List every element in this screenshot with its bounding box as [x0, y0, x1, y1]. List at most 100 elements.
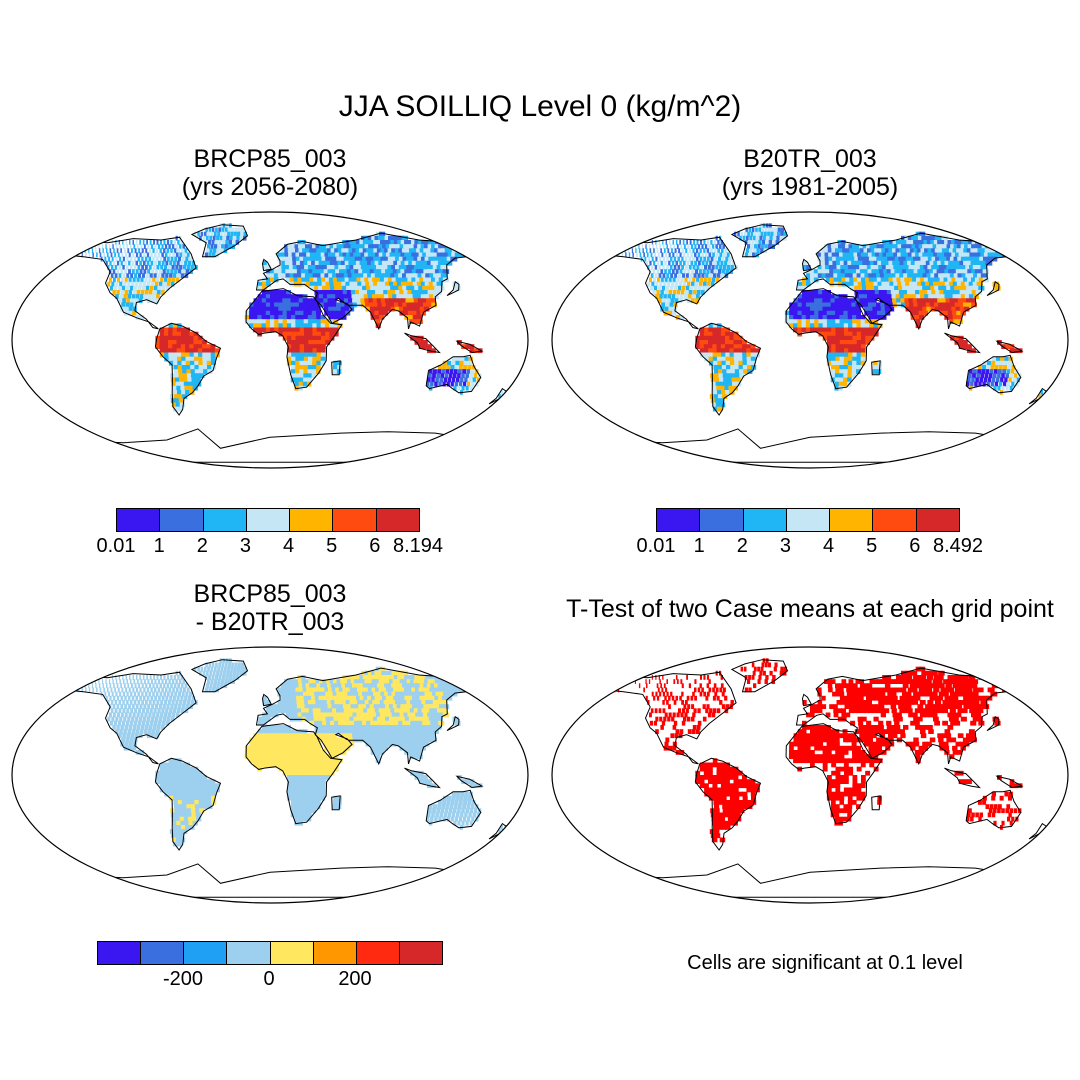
grid-cell [337, 248, 344, 254]
grid-cell [904, 265, 911, 270]
grid-cell [415, 260, 423, 266]
grid-cell [931, 290, 937, 295]
grid-cell [967, 377, 971, 383]
panel-2-title-line1: B20TR_003 [743, 145, 877, 173]
grid-cell [467, 365, 472, 370]
grid-cell [422, 252, 429, 258]
grid-cell [278, 310, 284, 316]
grid-cell [916, 248, 923, 254]
grid-cell [681, 273, 685, 279]
grid-cell [354, 679, 360, 684]
grid-cell [122, 733, 126, 739]
grid-cell [435, 256, 443, 262]
grid-cell [417, 319, 423, 324]
grid-cell [368, 712, 374, 718]
grid-cell [380, 248, 387, 254]
grid-cell [307, 265, 313, 270]
grid-cell [914, 273, 921, 279]
grid-cell [797, 310, 803, 316]
grid-cell [229, 235, 233, 241]
grid-cell [951, 290, 958, 295]
grid-cell [440, 273, 448, 279]
grid-cell [356, 277, 362, 283]
grid-cell [274, 733, 279, 739]
grid-cell [349, 687, 356, 693]
grid-cell [669, 240, 671, 245]
grid-cell [122, 256, 125, 262]
grid-cell [223, 666, 227, 672]
grid-cell [359, 273, 365, 279]
grid-cell [116, 277, 120, 283]
grid-cell [386, 273, 393, 279]
grid-cell [872, 369, 878, 374]
grid-cell [416, 716, 423, 722]
grid-cell [168, 770, 173, 776]
grid-cell [365, 741, 371, 747]
grid-cell [163, 256, 167, 262]
grid-cell [731, 260, 735, 266]
grid-cell [369, 691, 376, 697]
grid-cell [434, 269, 442, 274]
grid-cell [469, 344, 475, 349]
grid-cell [695, 335, 701, 341]
grid-cell [120, 695, 123, 701]
grid-cell [379, 315, 385, 320]
grid-cell [620, 244, 622, 249]
grid-cell [1003, 360, 1008, 366]
grid-cell [353, 687, 359, 693]
grid-cell [945, 273, 952, 279]
grid-cell [165, 273, 169, 279]
grid-cell [478, 783, 483, 789]
grid-cell [877, 260, 883, 266]
grid-cell [219, 235, 223, 241]
grid-cell [214, 244, 218, 249]
grid-cell [170, 373, 176, 379]
grid-cell [155, 779, 161, 784]
grid-cell [677, 265, 681, 270]
grid-cell [831, 323, 836, 329]
grid-cell [981, 240, 990, 245]
grid-cell [305, 277, 311, 283]
grid-cell [288, 260, 294, 266]
grid-cell [683, 244, 686, 249]
grid-cell [421, 273, 428, 279]
grid-cell [943, 306, 949, 312]
grid-cell [443, 377, 448, 383]
grid-cell [428, 729, 435, 734]
grid-cell [826, 327, 832, 333]
grid-cell [340, 679, 346, 684]
grid-cell [414, 335, 420, 341]
grid-cell [405, 298, 412, 304]
grid-cell [378, 741, 384, 747]
grid-cell [310, 720, 316, 726]
grid-cell [318, 695, 324, 701]
grid-cell [172, 770, 178, 776]
grid-cell [727, 381, 734, 387]
grid-cell [114, 273, 118, 279]
grid-cell [407, 725, 414, 730]
grid-cell [449, 369, 454, 374]
grid-cell [342, 285, 348, 291]
grid-cell [952, 248, 960, 254]
grid-cell [646, 252, 649, 258]
grid-cell [298, 733, 304, 739]
grid-cell [115, 240, 117, 245]
grid-cell [316, 745, 321, 751]
grid-cell [697, 244, 701, 249]
grid-cell [119, 256, 122, 262]
grid-cell [148, 700, 152, 705]
grid-cell [920, 248, 927, 254]
grid-cell [805, 315, 811, 320]
grid-cell [722, 369, 728, 374]
grid-cell [940, 252, 947, 258]
grid-cell [805, 302, 811, 308]
grid-cell [389, 252, 396, 258]
grid-cell [81, 252, 83, 258]
grid-cell [703, 348, 709, 354]
grid-cell [176, 787, 182, 793]
grid-cell [319, 244, 324, 249]
grid-cell [352, 240, 359, 245]
grid-cell [395, 265, 402, 270]
grid-cell [414, 737, 421, 743]
grid-cell [202, 235, 206, 241]
